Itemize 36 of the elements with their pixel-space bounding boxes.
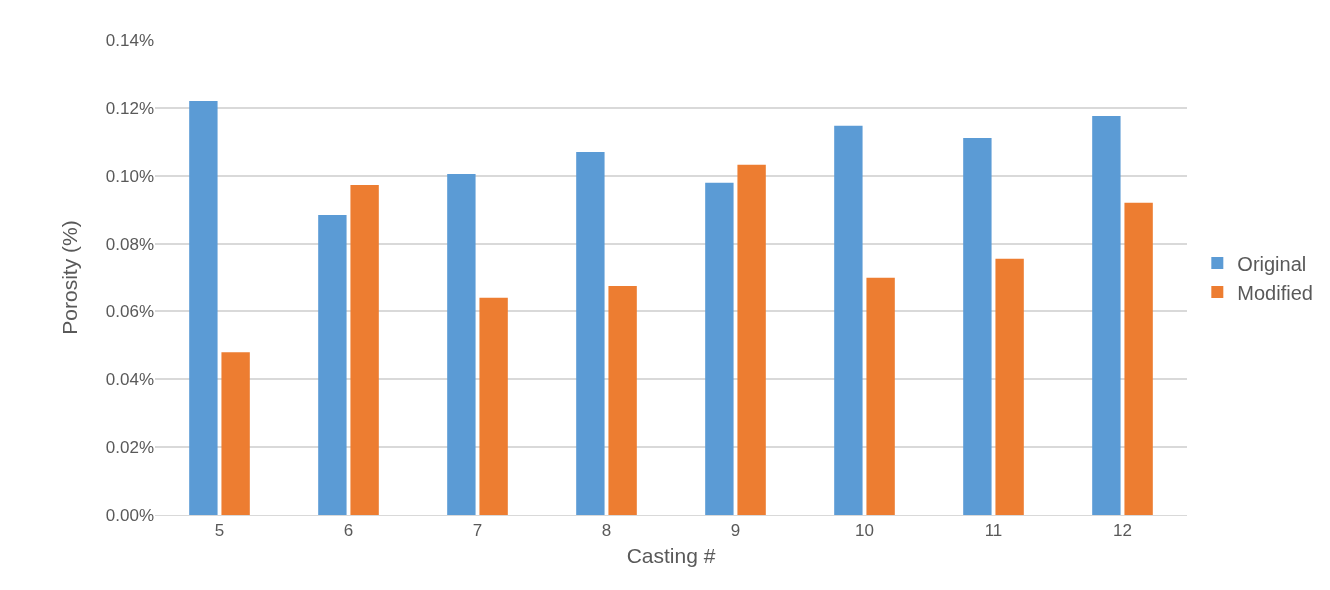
bar [189,101,218,515]
y-tick-label: 0.10% [105,166,154,186]
y-tick-label: 0.12% [105,98,154,118]
bar [318,215,347,515]
bar [479,297,508,515]
bar [995,258,1024,515]
bar [834,125,863,515]
bar [1092,116,1121,515]
legend-label: Modified [1237,281,1313,304]
y-tick-label: 0.06% [105,302,154,322]
x-tick-label: 9 [730,521,741,541]
y-tick-label: 0.08% [105,234,154,254]
bar [963,138,992,515]
bar [350,184,379,515]
bar [1124,202,1153,515]
bar [447,174,476,515]
y-tick-label: 0.02% [105,438,154,458]
bar [705,182,734,515]
bar [866,277,895,515]
bar [576,151,605,515]
x-tick-label: 6 [343,521,354,541]
x-tick-label: 10 [855,521,874,541]
x-tick-label: 11 [984,521,1003,541]
bar [608,285,637,515]
y-tick-label: 0.04% [105,370,154,390]
x-tick-label: 7 [472,521,483,541]
y-tick-label: 0.14% [105,30,154,50]
bar [221,352,250,515]
legend-label: Original [1237,252,1307,275]
x-axis-title: Casting # [626,543,716,567]
x-tick-label: 5 [214,521,225,541]
x-tick-label: 12 [1113,521,1132,541]
x-tick-label: 8 [601,521,612,541]
y-axis-title: Porosity (%) [57,220,81,335]
y-tick-label: 0.00% [105,505,154,525]
bar [737,164,766,515]
